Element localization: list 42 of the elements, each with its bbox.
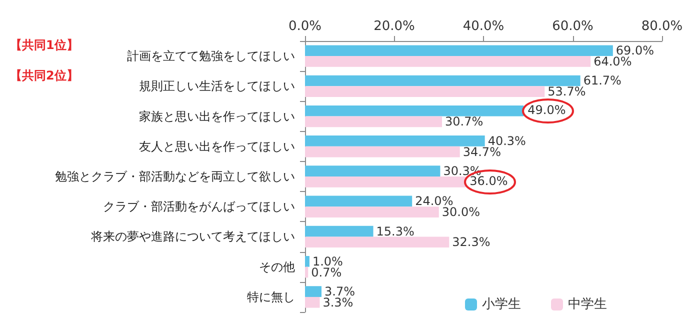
legend-label: 中学生 bbox=[568, 297, 607, 312]
bar bbox=[305, 75, 580, 86]
x-tick-label: 60.0% bbox=[552, 19, 594, 34]
data-label: 32.3% bbox=[452, 235, 490, 250]
data-label: 30.7% bbox=[445, 114, 484, 129]
bar bbox=[305, 196, 412, 207]
x-tick-label: 0.0% bbox=[288, 19, 322, 34]
y-tick-label: その他 bbox=[259, 260, 295, 274]
y-tick-label: 特に無し bbox=[247, 290, 295, 304]
y-tick-label: クラブ・部活動をがんばってほしい bbox=[103, 200, 295, 214]
y-tick-label: 勉強とクラブ・部活動などを両立して欲しい bbox=[55, 170, 295, 184]
y-tick-label: 計画を立てて勉強をしてほしい bbox=[127, 49, 295, 64]
bar bbox=[305, 146, 460, 158]
bar bbox=[305, 176, 466, 188]
bar bbox=[305, 256, 310, 267]
bar bbox=[305, 116, 442, 128]
bar bbox=[305, 286, 322, 297]
text: 【共同2位】 bbox=[10, 68, 78, 82]
y-tick-label: 家族と思い出を作ってほしい bbox=[139, 109, 295, 124]
data-label: 15.3% bbox=[376, 224, 414, 238]
y-tick-label: 友人と思い出を作ってほしい bbox=[139, 139, 295, 154]
bar bbox=[305, 105, 524, 116]
y-tick-label: 規則正しい生活をしてほしい bbox=[139, 79, 295, 94]
bar bbox=[305, 296, 320, 308]
x-tick-label: 40.0% bbox=[462, 19, 504, 34]
annotation: 49.0% bbox=[528, 102, 566, 117]
legend-label: 小学生 bbox=[482, 297, 521, 312]
x-tick-label: 20.0% bbox=[374, 19, 415, 34]
bar bbox=[305, 236, 450, 248]
bar bbox=[305, 206, 439, 218]
text: 【共同1位】 bbox=[10, 38, 78, 52]
bar bbox=[305, 56, 591, 67]
x-tick-label: 80.0% bbox=[641, 19, 683, 34]
data-label: 61.7% bbox=[583, 74, 622, 88]
data-label: 53.7% bbox=[548, 84, 586, 99]
bar bbox=[305, 45, 613, 56]
bar bbox=[305, 86, 545, 98]
bar bbox=[305, 136, 485, 146]
bar bbox=[305, 166, 440, 176]
y-tick-label: 将来の夢や進路について考えてほしい bbox=[90, 230, 295, 244]
bar bbox=[305, 226, 374, 237]
bar bbox=[305, 266, 308, 278]
